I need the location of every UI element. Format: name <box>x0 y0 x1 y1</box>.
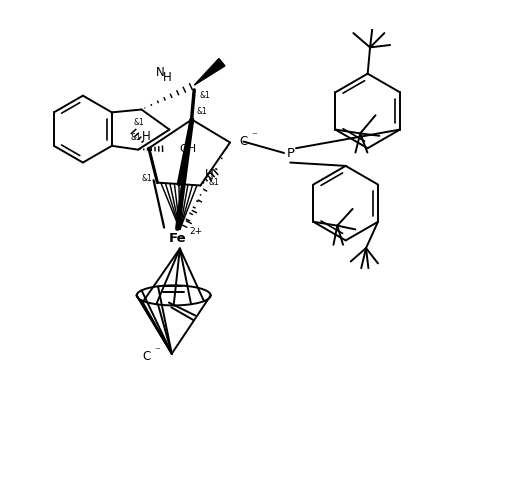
Text: H: H <box>162 71 171 84</box>
Text: ⁻: ⁻ <box>154 346 160 356</box>
Text: H: H <box>142 130 151 143</box>
Text: &1: &1 <box>134 119 144 128</box>
Text: &1: &1 <box>130 133 141 142</box>
Text: H: H <box>204 168 213 182</box>
Polygon shape <box>194 58 225 85</box>
Text: P: P <box>287 147 295 161</box>
Text: 2+: 2+ <box>189 227 202 236</box>
Text: C: C <box>240 135 248 148</box>
Text: C: C <box>143 349 151 363</box>
Text: &1: &1 <box>199 91 210 100</box>
Text: OH: OH <box>180 144 197 154</box>
Text: N: N <box>157 66 165 79</box>
Text: Fe: Fe <box>169 231 187 245</box>
Text: &1: &1 <box>197 108 208 117</box>
Text: &1: &1 <box>209 178 219 187</box>
Text: &1: &1 <box>142 174 152 183</box>
Text: ⁻: ⁻ <box>251 132 257 142</box>
